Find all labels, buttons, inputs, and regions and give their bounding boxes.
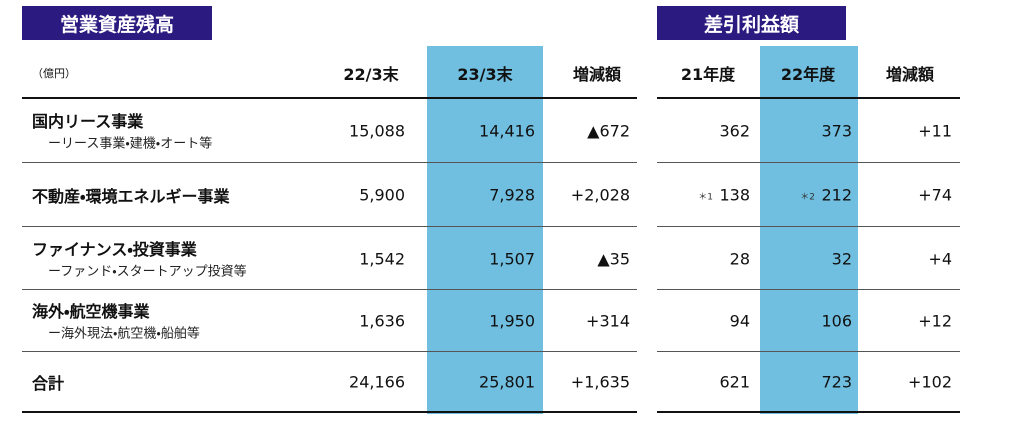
cell: 138 <box>719 185 750 205</box>
rule <box>657 162 960 163</box>
row-label: ファイナンス・投資事業 <box>32 239 197 259</box>
rule <box>22 411 637 413</box>
rule <box>22 226 637 227</box>
rule <box>657 226 960 227</box>
row-label: 不動産・環境エネルギー事業 <box>32 187 230 206</box>
cell: ▲35 <box>597 249 630 268</box>
cell: +11 <box>918 121 952 140</box>
cell: 723 <box>821 372 852 392</box>
column-header: 22/3末 <box>343 65 399 84</box>
rule <box>22 162 637 163</box>
cell: 106 <box>821 311 852 331</box>
rule <box>657 351 960 352</box>
rule <box>22 289 637 290</box>
cell: 28 <box>729 249 750 268</box>
column-header: 21年度 <box>680 65 736 84</box>
cell: 1,507 <box>489 249 535 268</box>
section-title: 差引利益額 <box>657 6 846 40</box>
column-header: 増減額 <box>572 65 622 84</box>
column-header: 22年度 <box>780 65 836 84</box>
rule <box>657 411 960 413</box>
cell: 24,166 <box>349 372 405 392</box>
rule <box>22 351 637 352</box>
footnote-mark: ＊1 <box>698 192 713 203</box>
cell: ▲672 <box>587 121 630 140</box>
row-sublabel: ーリース事業・建機・オート等 <box>48 136 213 151</box>
rule <box>657 289 960 290</box>
cell: 7,928 <box>489 185 535 205</box>
footnote-mark: ＊2 <box>800 192 815 203</box>
cell: +102 <box>908 372 952 392</box>
rule <box>22 97 637 99</box>
cell: +1,635 <box>570 372 630 392</box>
highlight-column <box>427 46 543 414</box>
cell: 1,542 <box>359 249 405 268</box>
rule <box>657 97 960 99</box>
cell: 362 <box>719 121 750 140</box>
cell: 32 <box>831 249 852 268</box>
cell: +12 <box>918 311 952 331</box>
cell: 14,416 <box>479 121 535 140</box>
cell: +4 <box>928 249 952 268</box>
cell: 621 <box>719 372 750 392</box>
cell: 15,088 <box>349 121 405 140</box>
cell: +2,028 <box>570 185 630 205</box>
unit-label: （億円） <box>32 67 76 80</box>
highlight-column <box>760 46 858 414</box>
cell: 1,636 <box>359 311 405 331</box>
row-label: 海外・航空機事業 <box>32 302 150 321</box>
cell: 212 <box>821 185 852 205</box>
cell: 373 <box>821 121 852 140</box>
column-header: 増減額 <box>885 65 935 84</box>
cell: 1,950 <box>489 311 535 331</box>
row-sublabel: ーファンド・スタートアップ投資等 <box>48 264 247 279</box>
section-title: 営業資産残高 <box>22 6 212 40</box>
cell: 94 <box>729 311 750 331</box>
column-header: 23/3末 <box>457 65 513 84</box>
row-label: 国内リース事業 <box>32 111 144 131</box>
cell: +314 <box>586 311 630 331</box>
row-sublabel: ー海外現法・航空機・船舶等 <box>48 326 200 342</box>
cell: 25,801 <box>479 372 535 392</box>
cell: 5,900 <box>359 185 405 205</box>
row-label: 合計 <box>32 374 65 393</box>
cell: +74 <box>918 185 952 205</box>
